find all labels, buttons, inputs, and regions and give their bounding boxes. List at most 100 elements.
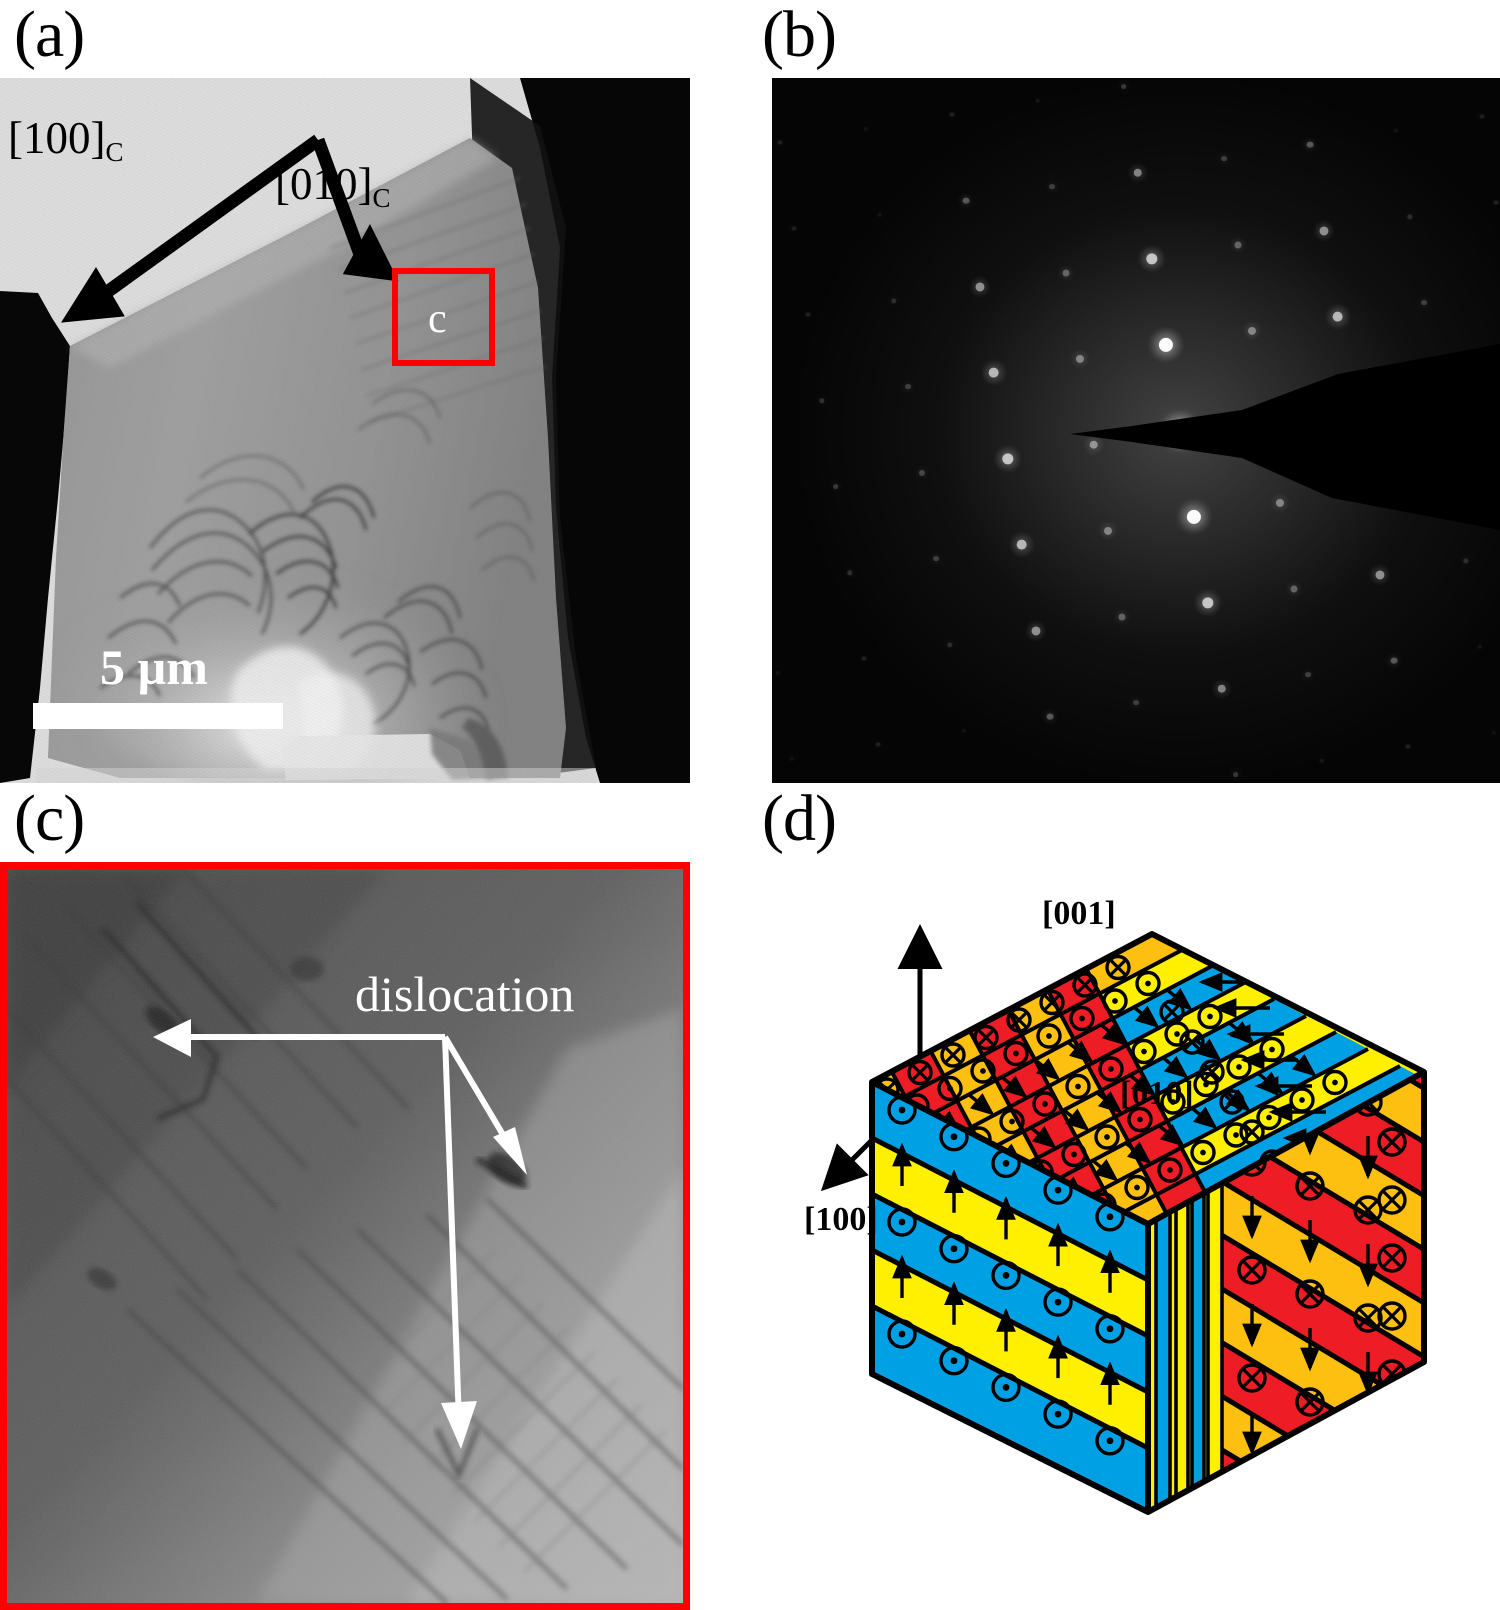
diffraction-spot — [791, 226, 797, 231]
into-plane-symbol — [1239, 1119, 1265, 1145]
diffraction-spot — [988, 367, 1000, 378]
diffraction-spot-halo — [1069, 348, 1091, 369]
dislocation-annotation: dislocation — [355, 966, 575, 1022]
in-plane-arrow — [1162, 1055, 1189, 1079]
out-of-plane-symbol — [991, 1372, 1021, 1403]
panel-d-schematic: [001] [010] [100] [001] [010] [100] — [752, 862, 1500, 1610]
diffraction-spot — [1493, 200, 1499, 205]
diffraction-spot-halo — [1216, 150, 1232, 167]
diffraction-spot-halo — [1126, 161, 1149, 184]
diffraction-spot-halo — [1228, 235, 1247, 254]
diffraction-spot — [861, 656, 867, 661]
diffraction-spot — [947, 641, 953, 648]
diffraction-spot — [1319, 758, 1324, 763]
diffraction-spot — [1201, 596, 1214, 609]
diffraction-spot-halo — [1269, 492, 1291, 513]
diffraction-spot — [1319, 225, 1329, 236]
diffraction-spot — [1390, 657, 1398, 664]
out-of-plane-symbol — [1095, 1426, 1125, 1456]
crystal-direction-arrows — [61, 134, 399, 323]
diffraction-spot-halo — [1311, 218, 1336, 243]
diffraction-spot-halo — [1228, 767, 1244, 782]
panel-b-label: (b) — [762, 0, 837, 71]
diffraction-spot — [949, 112, 955, 117]
diffraction-spot-halo — [900, 378, 916, 395]
diffraction-spot — [1405, 744, 1411, 749]
in-plane-arrow — [1133, 1005, 1160, 1029]
diffraction-spot-halo — [1116, 79, 1132, 94]
out-of-plane-symbol — [1032, 1091, 1058, 1117]
diffraction-spot-halo — [1082, 433, 1105, 456]
out-of-plane-symbol — [1124, 1174, 1150, 1201]
diffraction-spot-halo — [1056, 263, 1075, 282]
diffraction-spot — [877, 212, 882, 217]
diffraction-spot-halo — [967, 274, 992, 299]
diffraction-spot — [1046, 713, 1054, 720]
diffraction-spot — [1062, 268, 1070, 277]
diffraction-spot-halo — [1300, 135, 1319, 154]
diffraction-spot-halo — [1402, 209, 1417, 224]
into-plane-symbol — [1105, 954, 1131, 981]
out-of-plane-symbol — [939, 1234, 969, 1264]
in-plane-arrow — [1063, 1108, 1090, 1132]
diffraction-spot-halo — [828, 479, 844, 494]
out-of-plane-symbol — [1190, 1139, 1216, 1166]
diffraction-spot-halo — [842, 565, 857, 580]
out-of-plane-symbol — [1157, 1157, 1183, 1183]
diffraction-spot-halo — [1241, 320, 1263, 341]
diffraction-spot — [1304, 671, 1311, 678]
diffraction-spot — [891, 297, 897, 304]
diffraction-spot — [1375, 569, 1385, 580]
diffraction-spot-halo — [1300, 666, 1316, 683]
region-of-interest-box[interactable] — [392, 268, 495, 366]
in-plane-arrow — [1129, 1073, 1156, 1097]
diffraction-spot — [962, 197, 970, 204]
diffraction-spot — [1220, 155, 1227, 162]
in-plane-arrow — [1067, 1040, 1094, 1064]
out-of-plane-symbol — [1102, 988, 1128, 1014]
diffraction-spot — [918, 469, 925, 476]
diffraction-spot — [818, 397, 825, 404]
diffraction-spot — [932, 555, 939, 562]
in-plane-arrow — [1191, 1106, 1218, 1130]
diffraction-spot — [1186, 509, 1201, 524]
in-plane-arrow — [1125, 1141, 1152, 1165]
into-plane-symbol — [1237, 1255, 1267, 1285]
tem-magnified-micrograph — [7, 869, 683, 1603]
diffraction-spot — [875, 742, 881, 747]
out-of-plane-symbol — [1127, 1106, 1153, 1133]
diffraction-spot — [1001, 452, 1014, 465]
beam-stopper — [1070, 344, 1500, 530]
domain-structure-schematic: [001] [010] [100] — [804, 895, 1427, 1515]
diffraction-spot — [1247, 326, 1256, 335]
in-plane-arrow — [1195, 1038, 1222, 1062]
out-of-plane-symbol — [1036, 1023, 1062, 1049]
diffraction-spot — [1035, 98, 1040, 103]
into-plane-symbol — [1377, 1243, 1407, 1273]
direction-label-010: [010]C — [275, 159, 391, 213]
into-plane-symbol — [1295, 1387, 1325, 1417]
diffraction-spot — [1479, 114, 1485, 119]
panel-c-label: (c) — [14, 782, 85, 855]
out-of-plane-symbol — [937, 1075, 963, 1102]
diffraction-spot-halo — [1367, 562, 1392, 587]
diffraction-spot-halo — [1128, 694, 1144, 711]
into-plane-symbol — [973, 1024, 999, 1051]
diffraction-spot — [1016, 539, 1028, 550]
scale-bar-label-a: 5 µm — [100, 639, 208, 695]
diffraction-spot — [1132, 699, 1139, 706]
diffraction-spot — [1133, 168, 1142, 177]
into-plane-symbol — [1237, 1363, 1267, 1393]
diffraction-spot — [1075, 354, 1084, 363]
diffraction-spot — [1393, 128, 1398, 133]
out-of-plane-symbol — [1061, 1141, 1087, 1168]
diffraction-spot — [1306, 141, 1314, 148]
out-of-plane-symbol — [1065, 1073, 1091, 1100]
in-plane-arrow — [1096, 1090, 1123, 1114]
diffraction-spot-halo — [1112, 607, 1131, 626]
diffraction-spot — [1290, 584, 1298, 593]
out-of-plane-symbol — [1193, 1071, 1219, 1098]
into-plane-symbol — [1377, 1301, 1407, 1331]
diffraction-spot-halo — [956, 191, 975, 210]
diffraction-spot — [1232, 771, 1239, 778]
